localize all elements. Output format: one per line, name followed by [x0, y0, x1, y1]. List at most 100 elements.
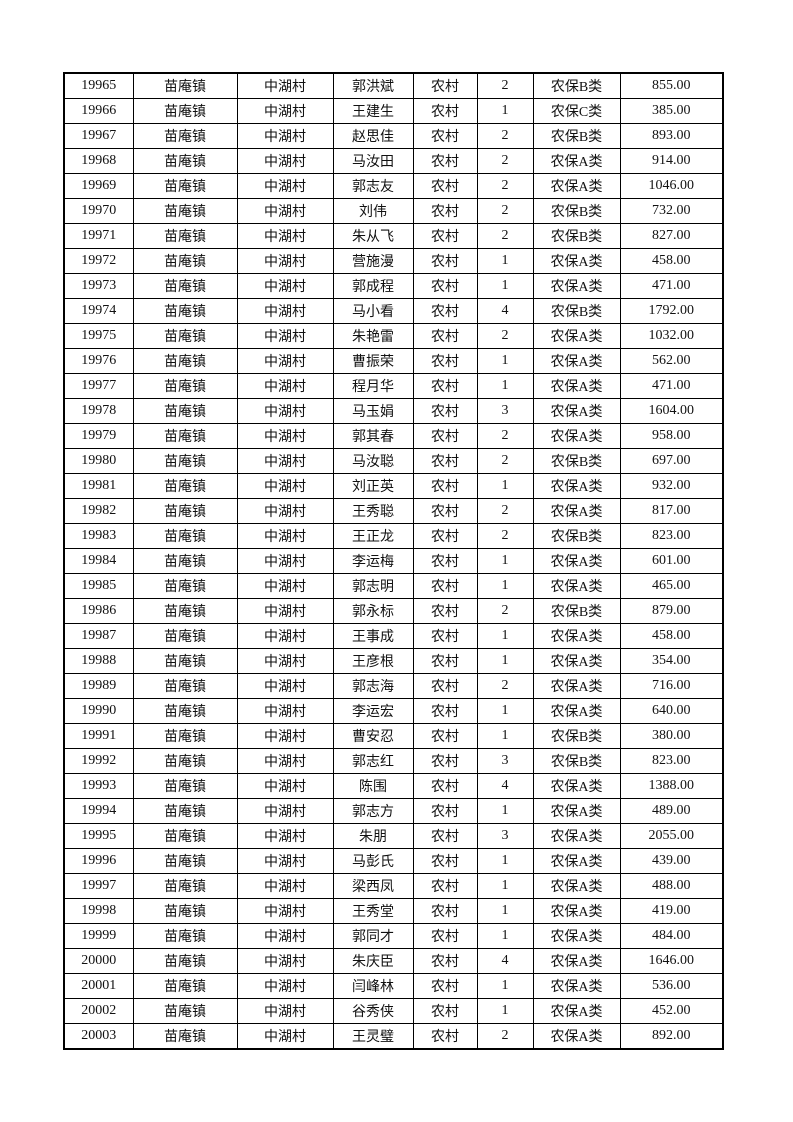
cell-insurance-category: 农保B类	[532, 298, 621, 324]
cell-serial: 20002	[63, 998, 134, 1024]
cell-count: 1	[476, 873, 534, 899]
cell-serial: 19998	[63, 898, 134, 924]
cell-serial: 19997	[63, 873, 134, 899]
cell-name: 刘正英	[332, 473, 414, 499]
cell-amount: 893.00	[619, 123, 724, 149]
cell-serial: 19999	[63, 923, 134, 949]
cell-amount: 1388.00	[619, 773, 724, 799]
cell-amount: 489.00	[619, 798, 724, 824]
cell-count: 3	[476, 748, 534, 774]
cell-serial: 19993	[63, 773, 134, 799]
cell-name: 朱朋	[332, 823, 414, 849]
cell-residence-type: 农村	[412, 973, 478, 999]
cell-village: 中湖村	[236, 923, 334, 949]
table-row: 19990 苗庵镇 中湖村 李运宏 农村 1 农保A类 640.00	[63, 698, 724, 724]
cell-insurance-category: 农保A类	[532, 548, 621, 574]
cell-village: 中湖村	[236, 548, 334, 574]
cell-name: 郭志海	[332, 673, 414, 699]
cell-town: 苗庵镇	[132, 98, 238, 124]
cell-amount: 601.00	[619, 548, 724, 574]
cell-serial: 19972	[63, 248, 134, 274]
cell-name: 马彭氏	[332, 848, 414, 874]
cell-village: 中湖村	[236, 723, 334, 749]
cell-insurance-category: 农保A类	[532, 923, 621, 949]
cell-name: 王秀堂	[332, 898, 414, 924]
cell-serial: 19992	[63, 748, 134, 774]
cell-count: 4	[476, 773, 534, 799]
cell-village: 中湖村	[236, 298, 334, 324]
cell-town: 苗庵镇	[132, 998, 238, 1024]
cell-residence-type: 农村	[412, 473, 478, 499]
cell-insurance-category: 农保A类	[532, 798, 621, 824]
cell-name: 马玉娟	[332, 398, 414, 424]
table-row: 19969 苗庵镇 中湖村 郭志友 农村 2 农保A类 1046.00	[63, 173, 724, 199]
cell-amount: 458.00	[619, 248, 724, 274]
cell-town: 苗庵镇	[132, 873, 238, 899]
cell-village: 中湖村	[236, 98, 334, 124]
table-row: 19967 苗庵镇 中湖村 赵思佳 农村 2 农保B类 893.00	[63, 123, 724, 149]
table-row: 19984 苗庵镇 中湖村 李运梅 农村 1 农保A类 601.00	[63, 548, 724, 574]
cell-village: 中湖村	[236, 898, 334, 924]
cell-amount: 471.00	[619, 373, 724, 399]
cell-residence-type: 农村	[412, 298, 478, 324]
cell-residence-type: 农村	[412, 123, 478, 149]
cell-serial: 19974	[63, 298, 134, 324]
cell-town: 苗庵镇	[132, 948, 238, 974]
table-row: 20003 苗庵镇 中湖村 王灵璧 农村 2 农保A类 892.00	[63, 1023, 724, 1050]
cell-name: 马小看	[332, 298, 414, 324]
cell-count: 4	[476, 948, 534, 974]
cell-insurance-category: 农保A类	[532, 423, 621, 449]
cell-insurance-category: 农保A类	[532, 348, 621, 374]
cell-name: 梁西凤	[332, 873, 414, 899]
cell-name: 郭志方	[332, 798, 414, 824]
cell-town: 苗庵镇	[132, 548, 238, 574]
table-row: 19987 苗庵镇 中湖村 王事成 农村 1 农保A类 458.00	[63, 623, 724, 649]
cell-amount: 452.00	[619, 998, 724, 1024]
cell-village: 中湖村	[236, 348, 334, 374]
cell-amount: 2055.00	[619, 823, 724, 849]
cell-residence-type: 农村	[412, 448, 478, 474]
cell-name: 程月华	[332, 373, 414, 399]
cell-count: 1	[476, 648, 534, 674]
cell-count: 2	[476, 1023, 534, 1050]
cell-name: 郭永标	[332, 598, 414, 624]
cell-amount: 732.00	[619, 198, 724, 224]
cell-town: 苗庵镇	[132, 798, 238, 824]
cell-insurance-category: 农保A类	[532, 323, 621, 349]
cell-serial: 19969	[63, 173, 134, 199]
cell-name: 马汝田	[332, 148, 414, 174]
cell-residence-type: 农村	[412, 273, 478, 299]
cell-serial: 20001	[63, 973, 134, 999]
table-row: 19971 苗庵镇 中湖村 朱从飞 农村 2 农保B类 827.00	[63, 223, 724, 249]
cell-town: 苗庵镇	[132, 373, 238, 399]
cell-count: 2	[476, 173, 534, 199]
cell-name: 马汝聪	[332, 448, 414, 474]
cell-count: 2	[476, 323, 534, 349]
cell-residence-type: 农村	[412, 848, 478, 874]
cell-town: 苗庵镇	[132, 898, 238, 924]
cell-count: 1	[476, 98, 534, 124]
table-row: 19977 苗庵镇 中湖村 程月华 农村 1 农保A类 471.00	[63, 373, 724, 399]
table-row: 19998 苗庵镇 中湖村 王秀堂 农村 1 农保A类 419.00	[63, 898, 724, 924]
cell-serial: 19984	[63, 548, 134, 574]
cell-town: 苗庵镇	[132, 273, 238, 299]
cell-insurance-category: 农保A类	[532, 848, 621, 874]
cell-amount: 914.00	[619, 148, 724, 174]
cell-residence-type: 农村	[412, 223, 478, 249]
cell-serial: 19985	[63, 573, 134, 599]
cell-residence-type: 农村	[412, 898, 478, 924]
cell-name: 郭志明	[332, 573, 414, 599]
cell-serial: 19991	[63, 723, 134, 749]
cell-village: 中湖村	[236, 748, 334, 774]
cell-serial: 20003	[63, 1023, 134, 1050]
cell-amount: 484.00	[619, 923, 724, 949]
table-row: 19996 苗庵镇 中湖村 马彭氏 农村 1 农保A类 439.00	[63, 848, 724, 874]
cell-village: 中湖村	[236, 398, 334, 424]
cell-insurance-category: 农保A类	[532, 648, 621, 674]
cell-village: 中湖村	[236, 773, 334, 799]
table-row: 20002 苗庵镇 中湖村 谷秀侠 农村 1 农保A类 452.00	[63, 998, 724, 1024]
cell-serial: 19979	[63, 423, 134, 449]
cell-serial: 19986	[63, 598, 134, 624]
cell-town: 苗庵镇	[132, 1023, 238, 1050]
